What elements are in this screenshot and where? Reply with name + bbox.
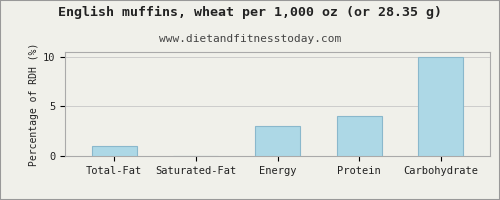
Y-axis label: Percentage of RDH (%): Percentage of RDH (%) (28, 42, 38, 166)
Text: English muffins, wheat per 1,000 oz (or 28.35 g): English muffins, wheat per 1,000 oz (or … (58, 6, 442, 19)
Bar (255, 126, 300, 156)
Text: www.dietandfitnesstoday.com: www.dietandfitnesstoday.com (159, 34, 341, 44)
Bar (337, 116, 382, 156)
Bar (418, 57, 464, 156)
Bar (92, 146, 136, 156)
